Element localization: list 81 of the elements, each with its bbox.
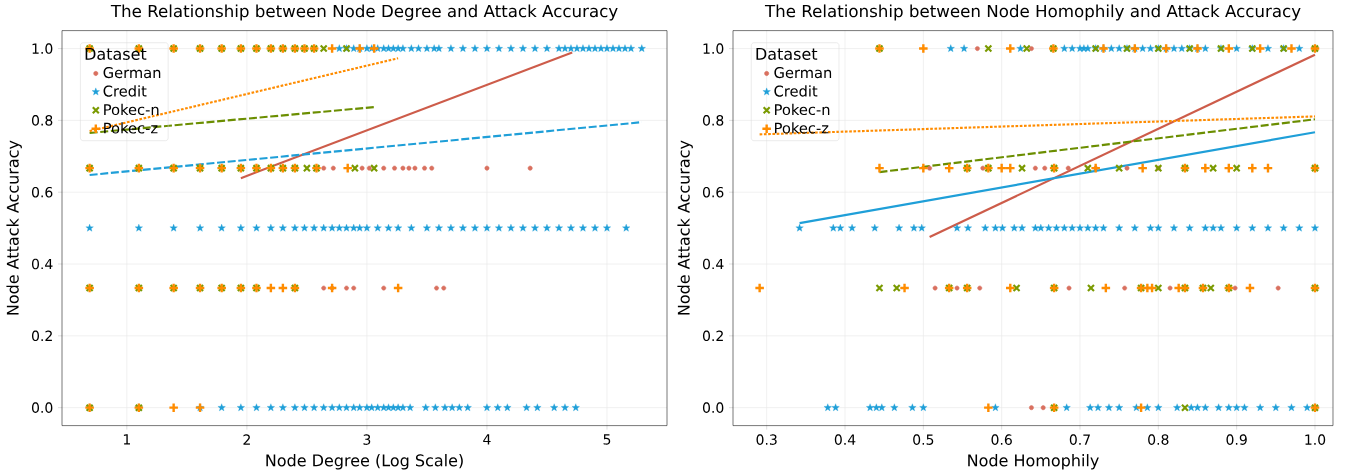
legend-title: Dataset <box>756 48 818 60</box>
x-tick-label: 3 <box>363 434 371 445</box>
point <box>1065 165 1071 171</box>
x-axis-title: Node Homophily <box>968 454 1099 470</box>
point <box>932 285 938 291</box>
x-tick-label: 0.9 <box>1226 434 1247 445</box>
point <box>330 165 336 171</box>
y-tick-label: 0.8 <box>31 115 53 126</box>
point <box>1032 165 1038 171</box>
y-tick-label: 0.2 <box>702 330 723 342</box>
point <box>1029 405 1034 411</box>
point <box>422 165 427 171</box>
point <box>527 165 533 171</box>
y-tick-label: 1.0 <box>32 43 53 54</box>
point <box>321 165 327 171</box>
x-tick-label: 0.4 <box>834 434 856 445</box>
point <box>1066 285 1072 291</box>
x-tick-label: 4 <box>483 434 491 445</box>
y-tick-label: 1.0 <box>703 43 724 54</box>
y-tick-label: 0.6 <box>31 186 53 198</box>
x-tick-label: 2 <box>243 434 250 445</box>
point <box>1275 285 1281 291</box>
point <box>1115 164 1124 173</box>
legend-title: Dataset <box>85 48 147 60</box>
y-axis-title: Node Attack Accuracy <box>677 140 693 315</box>
y-tick-label: 0.4 <box>31 258 53 270</box>
point <box>1029 46 1034 51</box>
y-tick-label: 0.6 <box>702 186 724 198</box>
point <box>954 285 960 291</box>
legend-label: German <box>774 67 832 79</box>
point <box>441 285 447 291</box>
y-tick-label: 0.8 <box>702 115 724 126</box>
point <box>370 164 379 173</box>
point <box>344 285 349 291</box>
point <box>400 165 406 171</box>
x-tick-label: 1.0 <box>1305 434 1326 445</box>
point <box>1042 165 1048 171</box>
point <box>429 165 435 171</box>
legend-label: Pokec-n <box>104 103 159 116</box>
point <box>412 165 418 171</box>
point <box>484 165 490 171</box>
chart-title: The Relationship between Node Degree and Attack Accuracy <box>110 4 618 21</box>
point <box>366 165 372 171</box>
legend-label: Credit <box>774 85 818 97</box>
point <box>434 285 439 291</box>
legend-label: Pokec-z <box>775 122 829 134</box>
point <box>974 46 980 51</box>
point <box>927 165 933 171</box>
x-tick-label: 0.8 <box>1148 434 1169 445</box>
point <box>1124 165 1130 171</box>
point <box>381 165 387 171</box>
x-tick-label: 0.3 <box>756 434 777 445</box>
point <box>392 165 397 171</box>
y-tick-label: 0.0 <box>702 402 724 413</box>
point <box>1122 285 1128 291</box>
point <box>1209 164 1218 173</box>
x-axis-title: Node Degree (Log Scale) <box>266 454 463 470</box>
y-tick-label: 0.0 <box>31 402 53 413</box>
point <box>351 285 357 291</box>
legend-label: Credit <box>103 85 147 97</box>
point <box>1232 285 1238 291</box>
chart-title: The Relationship between Node Homophily and Attack Accuracy <box>764 4 1301 21</box>
x-tick-label: 0.6 <box>991 434 1012 445</box>
y-axis-title: Node Attack Accuracy <box>6 140 22 315</box>
point <box>1167 285 1173 291</box>
point <box>381 285 387 291</box>
point <box>980 165 986 171</box>
point <box>977 285 983 291</box>
x-tick-label: 0.5 <box>913 434 934 445</box>
point <box>406 165 412 171</box>
legend-label: German <box>103 67 161 79</box>
x-tick-label: 1 <box>123 434 130 445</box>
x-tick-label: 5 <box>603 434 611 445</box>
y-tick-label: 0.4 <box>702 258 724 270</box>
point <box>1086 283 1096 293</box>
y-tick-label: 0.2 <box>31 330 52 342</box>
point <box>321 285 327 291</box>
legend-label: Pokec-n <box>775 103 830 116</box>
point <box>1040 405 1046 411</box>
point <box>359 165 365 171</box>
x-tick-label: 0.7 <box>1069 434 1090 445</box>
